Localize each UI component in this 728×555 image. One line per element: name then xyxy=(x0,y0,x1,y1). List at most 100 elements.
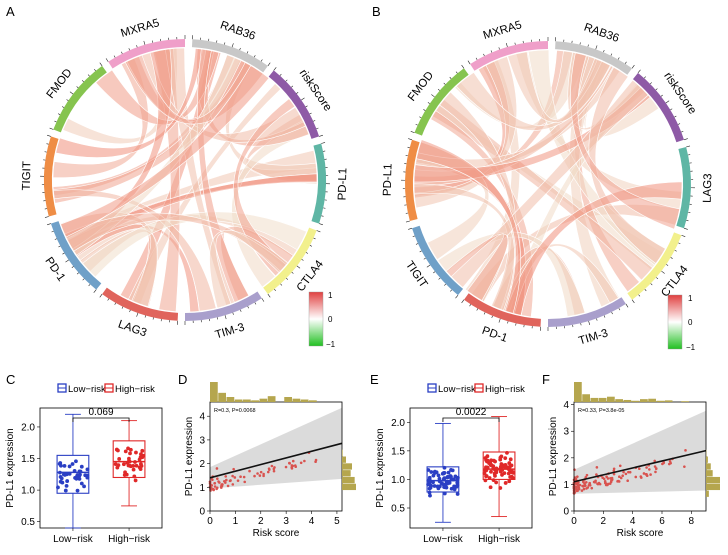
scatter-f-point xyxy=(584,476,588,479)
panel-label-b: B xyxy=(372,4,381,19)
box-e-point xyxy=(494,468,499,472)
chord-b-tick xyxy=(638,294,641,297)
scatter-d-point xyxy=(221,483,224,486)
scatter-f-point xyxy=(582,487,586,491)
scatter-f-right-histogram-bar xyxy=(706,456,708,463)
legend-b-gradient xyxy=(667,294,683,350)
scatter-f-point xyxy=(634,475,638,479)
chord-a-tick xyxy=(49,127,54,130)
scatter-d-point xyxy=(314,458,318,462)
chord-b-tick xyxy=(415,243,419,245)
scatter-f-top-histogram-bar xyxy=(590,397,599,402)
chord-a-label-rab36: RAB36 xyxy=(219,19,257,42)
scatter-d-point xyxy=(229,479,232,482)
box-c-point xyxy=(132,474,137,479)
chord-a-sector-LAG3 xyxy=(102,287,179,321)
panel-label-d: D xyxy=(178,372,187,387)
chord-b-tick xyxy=(587,44,589,47)
box-c-point xyxy=(128,451,132,456)
box-e-point xyxy=(482,471,487,476)
scatter-d-point xyxy=(256,472,259,475)
box-e-point xyxy=(442,491,447,496)
scatter-d-point xyxy=(291,459,295,463)
chord-b-tick xyxy=(410,131,415,134)
box-e-point xyxy=(503,481,508,485)
box-e-point xyxy=(484,468,489,473)
chord-a-tick xyxy=(57,113,61,115)
box-e-point xyxy=(441,482,445,487)
scatter-f-point xyxy=(577,487,581,491)
scatter-d-top-histogram-bar xyxy=(218,392,226,402)
scatter-f-point xyxy=(574,477,578,481)
scatter-d-right-histogram-bar xyxy=(342,449,343,456)
chord-a-tick xyxy=(273,67,277,71)
chord-a-tick xyxy=(66,99,69,101)
box-e-point xyxy=(441,471,446,475)
box-c-point xyxy=(58,479,63,484)
chord-b-tick xyxy=(637,69,641,74)
scatter-f-point xyxy=(596,482,600,486)
scatter-f-point xyxy=(608,482,612,485)
scatter-f-point xyxy=(610,479,613,482)
scatter-f-ytick-label: 4 xyxy=(563,400,569,411)
box-e-point xyxy=(499,454,504,459)
scatter-f-point xyxy=(649,473,652,476)
chord-b-tick xyxy=(419,116,422,119)
chord-b-tick xyxy=(427,102,430,104)
scatter-f-point xyxy=(622,470,625,474)
box-c-point xyxy=(133,460,137,464)
chord-a-sector-PD-L1 xyxy=(311,143,326,224)
scatter-f-point xyxy=(628,470,632,474)
scatter-d-right-histogram-bar xyxy=(342,463,352,470)
box-c-point xyxy=(58,470,62,475)
box-c-point xyxy=(131,463,136,468)
box-c-xtick-label-0: Low−risk xyxy=(53,534,94,545)
chord-b-tick xyxy=(408,227,413,230)
box-c-box-0 xyxy=(56,413,90,529)
chord-a-tick xyxy=(254,302,257,305)
scatter-d-ytick-label: 1 xyxy=(199,483,205,494)
box-c-point xyxy=(124,472,129,477)
chord-b-tick xyxy=(405,220,410,223)
legend-a-tick-low: −1 xyxy=(326,340,336,349)
box-e-point xyxy=(437,479,442,483)
box-c-point xyxy=(85,467,90,472)
chord-b-sector-PD-L1 xyxy=(405,139,420,222)
box-c-point xyxy=(82,484,86,489)
scatter-f-top-histogram-bar xyxy=(656,400,665,402)
scatter-d-point xyxy=(211,478,214,482)
scatter-d-top-histogram-bar xyxy=(251,400,259,402)
chord-a-tick xyxy=(114,302,117,305)
chord-a-tick xyxy=(65,259,69,263)
box-c-point xyxy=(57,461,62,466)
scatter-f-point xyxy=(586,486,590,489)
chord-a-tick xyxy=(286,277,289,280)
scatter-d-point xyxy=(258,474,262,477)
box-e-point xyxy=(487,461,491,465)
scatter-d-top-histogram-bar xyxy=(259,398,268,402)
box-c-point xyxy=(127,456,131,461)
scatter-d-point xyxy=(266,470,270,474)
chord-b-tick xyxy=(656,277,659,280)
chord-b-tick xyxy=(631,64,635,69)
chord-b-tick xyxy=(625,61,627,64)
chord-a-tick xyxy=(87,74,90,77)
scatter-d-point xyxy=(236,479,240,482)
scatter-d-top-histogram-bar xyxy=(226,397,235,402)
chord-b-tick xyxy=(444,283,447,286)
scatter-d-xtick-label: 5 xyxy=(334,516,340,527)
chord-a-tick xyxy=(128,48,130,51)
box-e-point xyxy=(427,479,432,484)
chord-b-tick xyxy=(661,270,665,274)
box-e-point xyxy=(491,478,496,483)
chord-a-tick xyxy=(319,134,323,137)
chord-a-tick xyxy=(93,289,97,293)
chord-a-tick xyxy=(267,293,271,298)
scatter-f-point xyxy=(573,468,576,472)
scatter-f-point xyxy=(645,473,648,476)
chord-a-tick xyxy=(44,216,49,218)
scatter-f-annotation: R=0.33, P=3.8e-05 xyxy=(578,408,624,414)
chord-a-tick xyxy=(51,230,54,233)
scatter-f-xtick-label: 8 xyxy=(689,516,695,527)
chord-b-sector-TIGIT xyxy=(411,225,464,296)
